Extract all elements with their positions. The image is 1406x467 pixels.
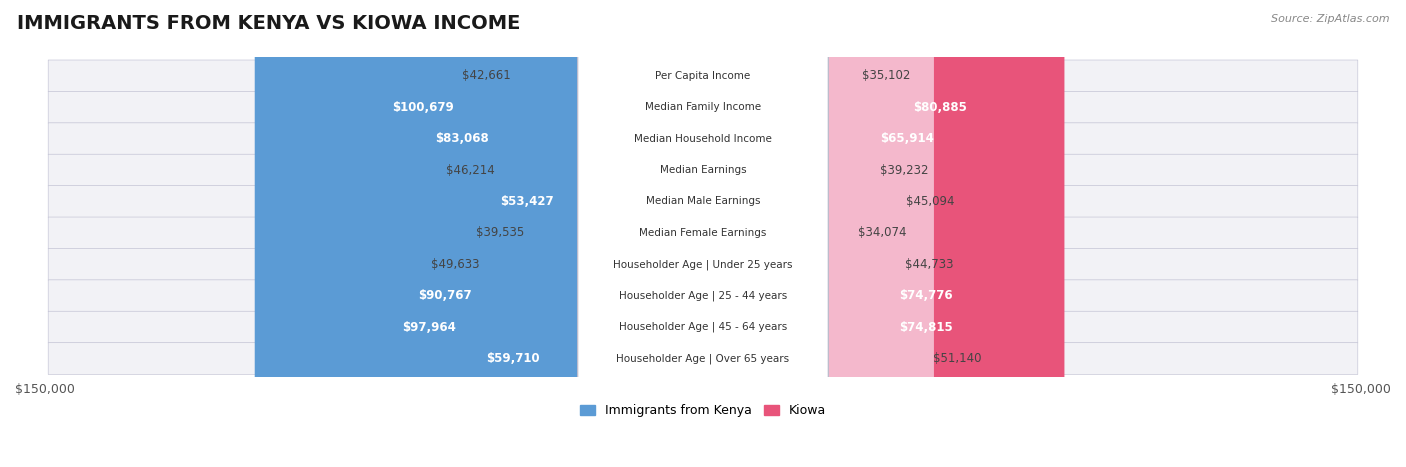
FancyBboxPatch shape [48, 186, 1358, 217]
Text: Median Female Earnings: Median Female Earnings [640, 228, 766, 238]
Text: $46,214: $46,214 [446, 163, 495, 177]
FancyBboxPatch shape [478, 0, 710, 467]
FancyBboxPatch shape [48, 343, 1358, 375]
FancyBboxPatch shape [48, 92, 1358, 123]
FancyBboxPatch shape [48, 311, 1358, 343]
Text: $35,102: $35,102 [862, 70, 911, 82]
FancyBboxPatch shape [578, 0, 828, 467]
Text: $49,633: $49,633 [432, 258, 479, 271]
FancyBboxPatch shape [523, 0, 710, 467]
FancyBboxPatch shape [48, 154, 1358, 186]
Text: Householder Age | 45 - 64 years: Householder Age | 45 - 64 years [619, 322, 787, 333]
Text: $42,661: $42,661 [461, 70, 510, 82]
FancyBboxPatch shape [696, 0, 998, 467]
FancyBboxPatch shape [267, 0, 710, 467]
FancyBboxPatch shape [696, 0, 905, 467]
Text: $90,767: $90,767 [418, 289, 471, 302]
Text: $39,232: $39,232 [880, 163, 929, 177]
FancyBboxPatch shape [696, 0, 882, 467]
FancyBboxPatch shape [48, 123, 1358, 155]
Text: $80,885: $80,885 [912, 101, 966, 114]
Text: Median Earnings: Median Earnings [659, 165, 747, 175]
FancyBboxPatch shape [578, 0, 828, 467]
Text: $39,535: $39,535 [477, 226, 524, 240]
FancyBboxPatch shape [254, 0, 710, 467]
Text: $74,776: $74,776 [900, 289, 953, 302]
FancyBboxPatch shape [578, 0, 828, 467]
FancyBboxPatch shape [578, 0, 828, 467]
FancyBboxPatch shape [578, 0, 828, 467]
Text: $45,094: $45,094 [905, 195, 955, 208]
FancyBboxPatch shape [48, 280, 1358, 311]
Text: $34,074: $34,074 [858, 226, 907, 240]
Text: IMMIGRANTS FROM KENYA VS KIOWA INCOME: IMMIGRANTS FROM KENYA VS KIOWA INCOME [17, 14, 520, 33]
FancyBboxPatch shape [578, 0, 828, 467]
Text: $51,140: $51,140 [932, 352, 981, 365]
FancyBboxPatch shape [578, 0, 828, 467]
Text: Median Household Income: Median Household Income [634, 134, 772, 144]
Text: $97,964: $97,964 [402, 321, 456, 333]
Text: Median Family Income: Median Family Income [645, 102, 761, 112]
FancyBboxPatch shape [494, 0, 710, 467]
FancyBboxPatch shape [48, 248, 1358, 280]
Text: Source: ZipAtlas.com: Source: ZipAtlas.com [1271, 14, 1389, 24]
FancyBboxPatch shape [696, 0, 907, 467]
Text: Householder Age | Under 25 years: Householder Age | Under 25 years [613, 259, 793, 269]
FancyBboxPatch shape [696, 0, 1038, 467]
FancyBboxPatch shape [463, 0, 710, 467]
FancyBboxPatch shape [578, 0, 828, 467]
Text: Per Capita Income: Per Capita Income [655, 71, 751, 81]
FancyBboxPatch shape [696, 0, 934, 467]
FancyBboxPatch shape [696, 0, 859, 467]
Text: Householder Age | Over 65 years: Householder Age | Over 65 years [616, 353, 790, 364]
Text: $65,914: $65,914 [880, 132, 934, 145]
FancyBboxPatch shape [434, 0, 710, 467]
Text: Median Male Earnings: Median Male Earnings [645, 197, 761, 206]
FancyBboxPatch shape [696, 0, 1038, 467]
FancyBboxPatch shape [509, 0, 710, 467]
FancyBboxPatch shape [578, 0, 828, 467]
Text: $44,733: $44,733 [904, 258, 953, 271]
Legend: Immigrants from Kenya, Kiowa: Immigrants from Kenya, Kiowa [575, 399, 831, 422]
Text: $59,710: $59,710 [486, 352, 540, 365]
FancyBboxPatch shape [48, 217, 1358, 249]
Text: $53,427: $53,427 [499, 195, 554, 208]
FancyBboxPatch shape [696, 0, 1064, 467]
FancyBboxPatch shape [332, 0, 710, 467]
Text: $100,679: $100,679 [392, 101, 454, 114]
Text: $74,815: $74,815 [900, 321, 953, 333]
FancyBboxPatch shape [696, 0, 863, 467]
FancyBboxPatch shape [48, 60, 1358, 92]
Text: Householder Age | 25 - 44 years: Householder Age | 25 - 44 years [619, 290, 787, 301]
FancyBboxPatch shape [578, 0, 828, 467]
Text: $83,068: $83,068 [434, 132, 488, 145]
FancyBboxPatch shape [298, 0, 710, 467]
